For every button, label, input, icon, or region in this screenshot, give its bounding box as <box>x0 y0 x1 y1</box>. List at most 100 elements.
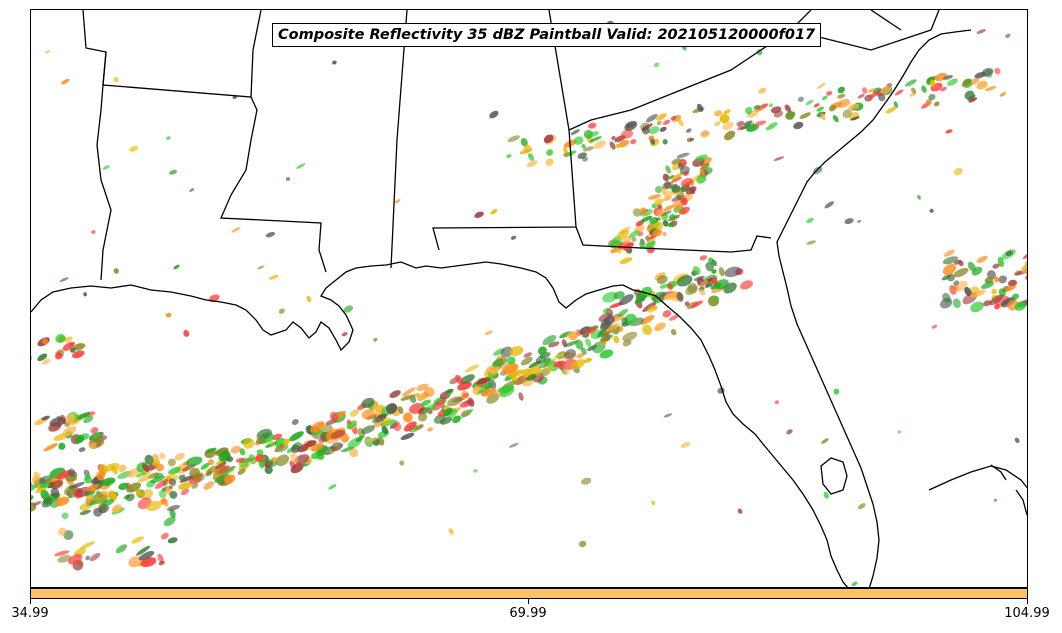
reflectivity-blob <box>680 197 688 206</box>
reflectivity-blob <box>126 493 135 502</box>
reflectivity-blob <box>816 106 825 112</box>
reflectivity-blob <box>157 553 164 563</box>
reflectivity-blob <box>624 120 638 131</box>
reflectivity-blob <box>203 481 215 490</box>
reflectivity-blob <box>330 442 343 452</box>
reflectivity-blob <box>510 235 517 240</box>
state-border <box>575 226 772 253</box>
reflectivity-blob <box>231 227 241 233</box>
reflectivity-blob <box>414 424 424 431</box>
reflectivity-blob <box>464 364 480 373</box>
reflectivity-blob <box>31 354 32 361</box>
reflectivity-blob <box>296 163 306 169</box>
reflectivity-blob <box>911 87 917 94</box>
reflectivity-blob <box>255 436 265 445</box>
state-border <box>220 96 327 273</box>
reflectivity-blob <box>711 296 719 302</box>
reflectivity-blob <box>640 207 648 216</box>
reflectivity-blob <box>50 480 64 490</box>
reflectivity-blob <box>561 339 568 348</box>
reflectivity-blob <box>508 442 519 448</box>
reflectivity-blob <box>668 175 675 180</box>
reflectivity-blob <box>413 392 420 398</box>
reflectivity-blob <box>724 130 736 141</box>
reflectivity-blob <box>723 282 737 294</box>
reflectivity-blob <box>58 442 66 450</box>
reflectivity-blob <box>857 503 866 510</box>
reflectivity-blob <box>38 475 53 484</box>
reflectivity-blob <box>563 146 568 155</box>
reflectivity-blob <box>929 208 934 213</box>
reflectivity-blob <box>746 124 760 132</box>
reflectivity-blob <box>662 173 670 182</box>
reflectivity-blob <box>290 444 300 453</box>
reflectivity-blob <box>141 489 154 500</box>
reflectivity-blob <box>473 469 478 473</box>
reflectivity-blob <box>141 463 150 473</box>
reflectivity-blob <box>85 498 91 504</box>
reflectivity-blob <box>137 475 152 483</box>
reflectivity-blob <box>381 425 389 435</box>
reflectivity-blob <box>662 219 669 227</box>
reflectivity-blob <box>837 93 846 99</box>
reflectivity-blob <box>62 426 77 437</box>
reflectivity-blob <box>575 339 584 350</box>
reflectivity-blob <box>96 471 106 481</box>
reflectivity-blob <box>526 160 538 168</box>
reflectivity-blob <box>868 88 876 93</box>
reflectivity-blob <box>397 406 404 414</box>
reflectivity-blob <box>587 344 598 352</box>
reflectivity-blob <box>192 472 205 483</box>
reflectivity-blob <box>670 172 684 180</box>
reflectivity-blob <box>271 433 283 440</box>
reflectivity-blob <box>947 78 958 86</box>
reflectivity-blob <box>282 438 291 445</box>
reflectivity-blob <box>824 201 835 209</box>
reflectivity-blob <box>485 364 500 375</box>
reflectivity-blob <box>42 358 51 365</box>
reflectivity-blob <box>676 291 684 302</box>
reflectivity-blob <box>165 312 172 318</box>
reflectivity-blob <box>136 545 151 556</box>
reflectivity-blob <box>641 126 650 135</box>
reflectivity-blob <box>758 87 767 94</box>
reflectivity-blob <box>622 331 638 342</box>
reflectivity-blob <box>692 266 701 275</box>
reflectivity-blob <box>667 283 674 290</box>
reflectivity-blob <box>694 154 708 162</box>
reflectivity-blob <box>943 249 955 257</box>
reflectivity-blob <box>639 241 645 249</box>
reflectivity-blob <box>71 476 77 482</box>
reflectivity-blob <box>41 415 50 421</box>
reflectivity-blob <box>605 322 621 333</box>
reflectivity-blob <box>797 96 804 102</box>
reflectivity-blob <box>740 280 753 290</box>
reflectivity-blob <box>829 104 837 112</box>
reflectivity-blob <box>191 483 199 489</box>
reflectivity-blob <box>573 136 584 145</box>
reflectivity-blob <box>169 490 178 499</box>
reflectivity-blob <box>687 283 698 294</box>
reflectivity-blob <box>180 488 190 496</box>
reflectivity-blob <box>1027 270 1028 281</box>
reflectivity-blob <box>417 412 428 422</box>
reflectivity-blob <box>968 97 978 103</box>
reflectivity-blob <box>857 219 861 223</box>
reflectivity-blob <box>953 280 960 286</box>
reflectivity-blob <box>654 198 664 206</box>
reflectivity-blob <box>290 452 299 464</box>
reflectivity-blob <box>113 76 119 83</box>
reflectivity-blob <box>651 500 656 506</box>
reflectivity-blob <box>158 560 165 566</box>
reflectivity-blob <box>443 408 453 417</box>
reflectivity-blob <box>174 452 185 461</box>
reflectivity-blob <box>897 430 901 434</box>
reflectivity-blob <box>745 107 753 115</box>
state-border <box>432 10 577 251</box>
reflectivity-blob <box>498 385 515 394</box>
reflectivity-blob <box>661 210 672 217</box>
reflectivity-blob <box>506 356 516 365</box>
reflectivity-blob <box>714 110 723 117</box>
reflectivity-blob <box>632 208 642 217</box>
reflectivity-blob <box>586 131 599 138</box>
